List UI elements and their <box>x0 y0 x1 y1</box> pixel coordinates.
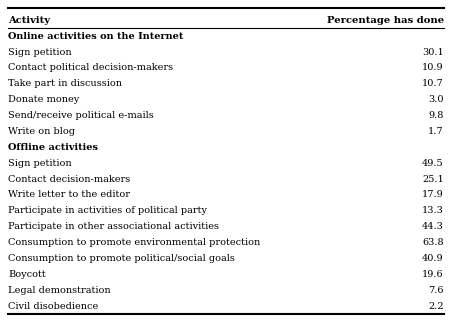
Text: 10.9: 10.9 <box>421 64 443 73</box>
Text: 49.5: 49.5 <box>421 159 443 168</box>
Text: 13.3: 13.3 <box>421 206 443 215</box>
Text: 1.7: 1.7 <box>427 127 443 136</box>
Text: 30.1: 30.1 <box>421 48 443 56</box>
Text: Offline activities: Offline activities <box>8 143 98 152</box>
Text: 7.6: 7.6 <box>428 286 443 295</box>
Text: 9.8: 9.8 <box>428 111 443 120</box>
Text: 10.7: 10.7 <box>421 79 443 88</box>
Text: 40.9: 40.9 <box>421 254 443 263</box>
Text: 19.6: 19.6 <box>421 270 443 279</box>
Text: Consumption to promote environmental protection: Consumption to promote environmental pro… <box>8 238 260 247</box>
Text: Send/receive political e-mails: Send/receive political e-mails <box>8 111 153 120</box>
Text: Write on blog: Write on blog <box>8 127 75 136</box>
Text: Civil disobedience: Civil disobedience <box>8 301 98 310</box>
Text: 44.3: 44.3 <box>421 222 443 231</box>
Text: 3.0: 3.0 <box>428 95 443 104</box>
Text: 63.8: 63.8 <box>421 238 443 247</box>
Text: Sign petition: Sign petition <box>8 48 72 56</box>
Text: Contact political decision-makers: Contact political decision-makers <box>8 64 173 73</box>
Text: Write letter to the editor: Write letter to the editor <box>8 190 130 199</box>
Text: Percentage has done: Percentage has done <box>326 16 443 25</box>
Text: Online activities on the Internet: Online activities on the Internet <box>8 32 183 41</box>
Text: Consumption to promote political/social goals: Consumption to promote political/social … <box>8 254 235 263</box>
Text: 25.1: 25.1 <box>421 175 443 184</box>
Text: 17.9: 17.9 <box>421 190 443 199</box>
Text: 2.2: 2.2 <box>427 301 443 310</box>
Text: Contact decision-makers: Contact decision-makers <box>8 175 130 184</box>
Text: Take part in discussion: Take part in discussion <box>8 79 122 88</box>
Text: Sign petition: Sign petition <box>8 159 72 168</box>
Text: Participate in activities of political party: Participate in activities of political p… <box>8 206 207 215</box>
Text: Boycott: Boycott <box>8 270 46 279</box>
Text: Activity: Activity <box>8 16 50 25</box>
Text: Participate in other associational activities: Participate in other associational activ… <box>8 222 219 231</box>
Text: Donate money: Donate money <box>8 95 79 104</box>
Text: Legal demonstration: Legal demonstration <box>8 286 110 295</box>
